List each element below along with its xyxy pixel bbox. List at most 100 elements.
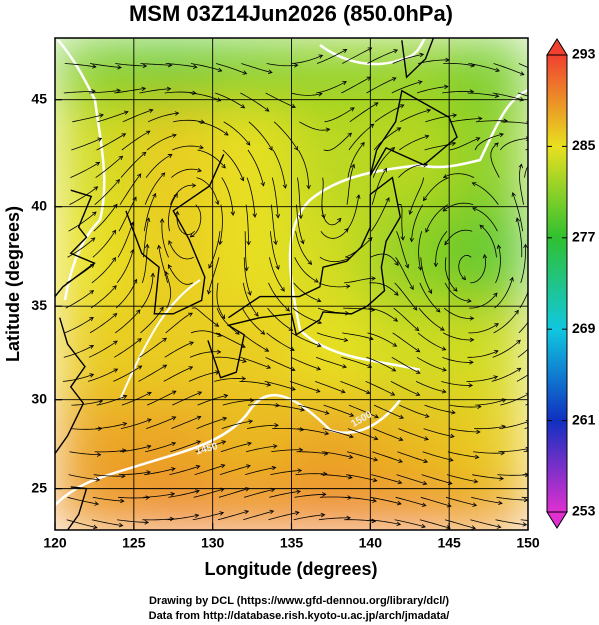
stream-arrow — [122, 421, 128, 427]
streamline — [372, 147, 395, 178]
streamline — [69, 451, 101, 456]
field-cell — [291, 99, 371, 208]
stream-arrow — [409, 237, 415, 243]
stream-arrow — [300, 239, 305, 245]
streamline — [169, 465, 200, 476]
streamline — [442, 90, 474, 94]
stream-arrow — [298, 447, 304, 453]
stream-arrow — [282, 184, 288, 189]
stream-arrow — [170, 467, 176, 472]
stream-arrow — [117, 64, 122, 70]
streamline — [444, 257, 458, 292]
stream-arrow — [396, 521, 402, 527]
field-cell — [291, 488, 371, 530]
streamline — [373, 127, 401, 151]
streamline — [93, 204, 118, 232]
stream-arrow — [118, 522, 124, 528]
field-cell — [291, 38, 371, 101]
streamline — [219, 465, 251, 476]
streamline — [168, 264, 193, 285]
x-tick-label: 130 — [201, 535, 225, 551]
stream-arrow — [336, 217, 342, 223]
stream-arrow — [390, 391, 396, 396]
streamline — [189, 92, 221, 102]
streamline — [421, 474, 452, 485]
stream-arrow — [122, 394, 128, 400]
field-cell — [370, 306, 450, 401]
stream-arrow — [137, 365, 143, 370]
streamline — [114, 87, 146, 94]
streamline — [167, 514, 199, 521]
streamline — [290, 356, 321, 370]
stream-arrow — [92, 64, 97, 69]
streamline — [71, 400, 103, 406]
stream-arrow — [91, 211, 97, 216]
streamline — [316, 49, 347, 64]
stream-arrow — [493, 375, 499, 380]
stream-arrow — [145, 130, 151, 135]
stream-arrow — [174, 111, 180, 116]
streamline — [399, 404, 429, 418]
coastline — [207, 176, 402, 379]
stream-arrow — [423, 458, 429, 464]
stream-arrow — [424, 436, 429, 441]
contour-line — [57, 39, 106, 301]
y-tick-label: 40 — [31, 197, 47, 213]
streamline — [444, 519, 476, 529]
streamline — [71, 137, 102, 151]
stream-arrow — [417, 266, 423, 271]
colorbar-tick-label: 277 — [572, 229, 596, 245]
streamline — [348, 123, 374, 151]
streamline — [138, 364, 167, 382]
stream-arrow — [230, 211, 236, 216]
streamline — [265, 92, 296, 108]
streamline — [119, 173, 142, 205]
streamline — [296, 451, 328, 455]
stream-arrow — [342, 81, 347, 86]
streamline — [219, 204, 223, 245]
stream-arrow — [369, 123, 375, 129]
streamline — [168, 193, 178, 232]
streamline — [195, 441, 226, 453]
streamline — [499, 421, 528, 430]
streamline — [95, 155, 123, 178]
stream-arrow — [524, 472, 528, 478]
stream-arrow — [412, 305, 418, 311]
stream-arrow — [191, 183, 197, 188]
streamline — [142, 518, 174, 521]
streamline — [370, 253, 399, 266]
stream-arrow — [317, 319, 323, 325]
stream-arrow — [260, 330, 266, 335]
stream-arrow — [360, 141, 365, 147]
stream-arrow — [422, 196, 428, 202]
streamline — [322, 428, 354, 438]
streamline — [189, 351, 221, 358]
streamline — [298, 149, 310, 189]
stream-arrow — [298, 214, 303, 220]
stream-arrow — [189, 341, 194, 346]
stream-arrow — [511, 192, 516, 197]
streamline — [117, 222, 134, 258]
streamline — [96, 133, 126, 151]
streamline — [518, 63, 528, 68]
streamline — [400, 109, 431, 123]
streamline — [216, 282, 226, 319]
streamline — [366, 356, 396, 372]
streamline — [495, 519, 527, 526]
stream-arrow — [519, 71, 525, 76]
streamline — [119, 471, 151, 476]
stream-arrow — [207, 289, 212, 295]
streamline — [170, 184, 196, 205]
stream-arrow — [494, 323, 499, 328]
credit: Drawing by DCL (https://www.gfd-dennou.o… — [149, 595, 449, 607]
streamline — [113, 365, 142, 382]
stream-arrow — [146, 444, 152, 449]
stream-arrow — [144, 520, 150, 525]
streamline — [246, 177, 256, 218]
streamline — [216, 307, 240, 335]
stream-arrow — [208, 264, 213, 269]
stream-arrow — [493, 292, 498, 298]
streamline — [346, 164, 355, 205]
streamline — [367, 49, 398, 64]
streamline — [222, 149, 244, 181]
